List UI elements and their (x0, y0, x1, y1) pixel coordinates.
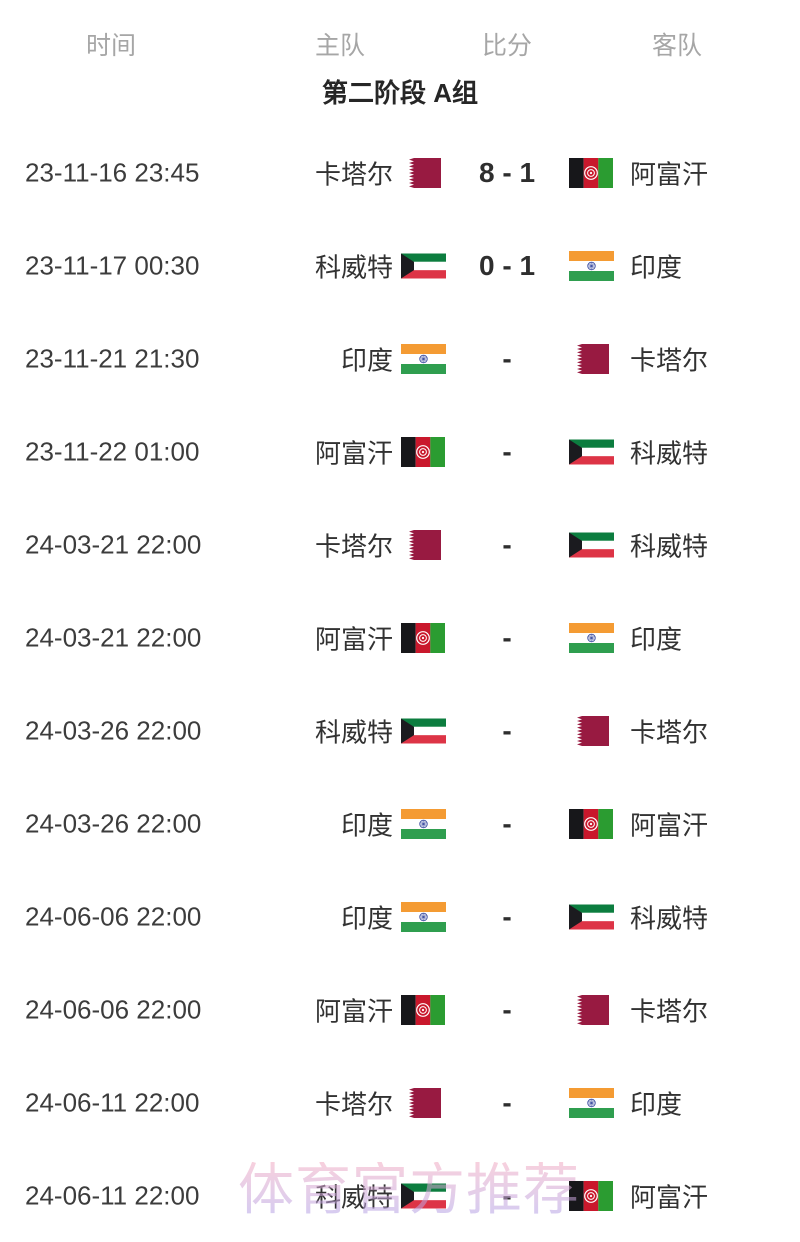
kuwait-flag-icon (568, 532, 614, 557)
away-team-name: 卡塔尔 (630, 996, 709, 1026)
match-score: 8 - 1 (478, 156, 536, 188)
qatar-flag-icon (400, 529, 446, 560)
match-time: 24-06-06 22:00 (25, 994, 202, 1024)
section-title: 第二阶段 A组 (321, 78, 478, 108)
match-time: 24-03-21 22:00 (25, 529, 202, 559)
match-score: - (502, 807, 512, 839)
home-team-name: 阿富汗 (314, 996, 393, 1026)
match-time: 24-06-06 22:00 (25, 901, 202, 931)
home-team-name: 科威特 (314, 252, 393, 282)
kuwait-flag-icon (400, 1183, 446, 1208)
kuwait-flag-icon (568, 439, 614, 464)
india-flag-icon (400, 901, 446, 932)
away-team-name: 印度 (630, 624, 683, 654)
home-team-name: 印度 (340, 345, 393, 375)
match-row[interactable]: 24-03-26 22:00 印度 - 阿富汗 (0, 777, 800, 870)
match-row[interactable]: 23-11-22 01:00 阿富汗 - 科威特 (0, 405, 800, 498)
india-flag-icon (400, 808, 446, 839)
column-header-away: 客队 (651, 32, 703, 60)
match-score: - (502, 900, 512, 932)
home-team-name: 印度 (340, 810, 393, 840)
column-header-score: 比分 (481, 32, 533, 60)
india-flag-icon (568, 1087, 614, 1118)
match-time: 23-11-21 21:30 (25, 343, 200, 373)
match-row[interactable]: 24-03-21 22:00 阿富汗 - 印度 (0, 591, 800, 684)
match-row[interactable]: 24-03-26 22:00 科威特 - 卡塔尔 (0, 684, 800, 777)
qatar-flag-icon (400, 1087, 446, 1118)
kuwait-flag-icon (400, 253, 446, 278)
afghanistan-flag-icon (400, 622, 446, 653)
home-team-name: 卡塔尔 (314, 1089, 393, 1119)
away-team-name: 印度 (630, 252, 683, 282)
home-team-name: 卡塔尔 (314, 159, 393, 189)
away-team-name: 科威特 (630, 903, 709, 933)
match-row[interactable]: 24-06-11 22:00 卡塔尔 - 印度 (0, 1056, 800, 1149)
match-row[interactable]: 24-06-11 22:00 科威特 - 阿富汗 (0, 1149, 800, 1242)
column-header-home: 主队 (314, 32, 366, 60)
match-time: 24-06-11 22:00 (25, 1180, 200, 1210)
match-score: 0 - 1 (478, 249, 536, 281)
home-team-name: 阿富汗 (314, 624, 393, 654)
india-flag-icon (568, 622, 614, 653)
home-team-name: 卡塔尔 (314, 531, 393, 561)
afghanistan-flag-icon (400, 436, 446, 467)
afghanistan-flag-icon (568, 1180, 614, 1211)
afghanistan-flag-icon (568, 808, 614, 839)
away-team-name: 科威特 (630, 531, 709, 561)
match-time: 24-06-11 22:00 (25, 1087, 200, 1117)
away-team-name: 卡塔尔 (630, 717, 709, 747)
match-score: - (502, 621, 512, 653)
india-flag-icon (568, 250, 614, 281)
match-row[interactable]: 23-11-16 23:45 卡塔尔 8 - 1 阿富汗 (0, 126, 800, 219)
match-row[interactable]: 23-11-17 00:30 科威特 0 - 1 印度 (0, 219, 800, 312)
match-score: - (502, 528, 512, 560)
home-team-name: 科威特 (314, 717, 393, 747)
match-time: 23-11-22 01:00 (25, 436, 200, 466)
match-score: - (502, 342, 512, 374)
match-row[interactable]: 24-06-06 22:00 印度 - 科威特 (0, 870, 800, 963)
home-team-name: 阿富汗 (314, 438, 393, 468)
match-time: 24-03-26 22:00 (25, 715, 202, 745)
match-list: 23-11-16 23:45 卡塔尔 8 - 1 阿富汗 23-11-17 00… (0, 126, 800, 1242)
away-team-name: 阿富汗 (630, 810, 709, 840)
kuwait-flag-icon (400, 718, 446, 743)
match-score: - (502, 714, 512, 746)
match-score: - (502, 993, 512, 1025)
match-row[interactable]: 24-06-06 22:00 阿富汗 - 卡塔尔 (0, 963, 800, 1056)
away-team-name: 阿富汗 (630, 159, 709, 189)
away-team-name: 卡塔尔 (630, 345, 709, 375)
match-score: - (502, 435, 512, 467)
match-time: 23-11-16 23:45 (25, 157, 200, 187)
match-time: 24-03-21 22:00 (25, 622, 202, 652)
kuwait-flag-icon (568, 904, 614, 929)
qatar-flag-icon (568, 343, 614, 374)
match-row[interactable]: 24-03-21 22:00 卡塔尔 - 科威特 (0, 498, 800, 591)
afghanistan-flag-icon (568, 157, 614, 188)
match-time: 23-11-17 00:30 (25, 250, 200, 280)
match-score: - (502, 1086, 512, 1118)
away-team-name: 阿富汗 (630, 1182, 709, 1212)
column-header-time: 时间 (85, 32, 137, 60)
match-row[interactable]: 23-11-21 21:30 印度 - 卡塔尔 (0, 312, 800, 405)
home-team-name: 印度 (340, 903, 393, 933)
away-team-name: 印度 (630, 1089, 683, 1119)
match-time: 24-03-26 22:00 (25, 808, 202, 838)
india-flag-icon (400, 343, 446, 374)
afghanistan-flag-icon (400, 994, 446, 1025)
qatar-flag-icon (568, 715, 614, 746)
qatar-flag-icon (568, 994, 614, 1025)
away-team-name: 科威特 (630, 438, 709, 468)
match-score: - (502, 1179, 512, 1211)
home-team-name: 科威特 (314, 1182, 393, 1212)
qatar-flag-icon (400, 157, 446, 188)
